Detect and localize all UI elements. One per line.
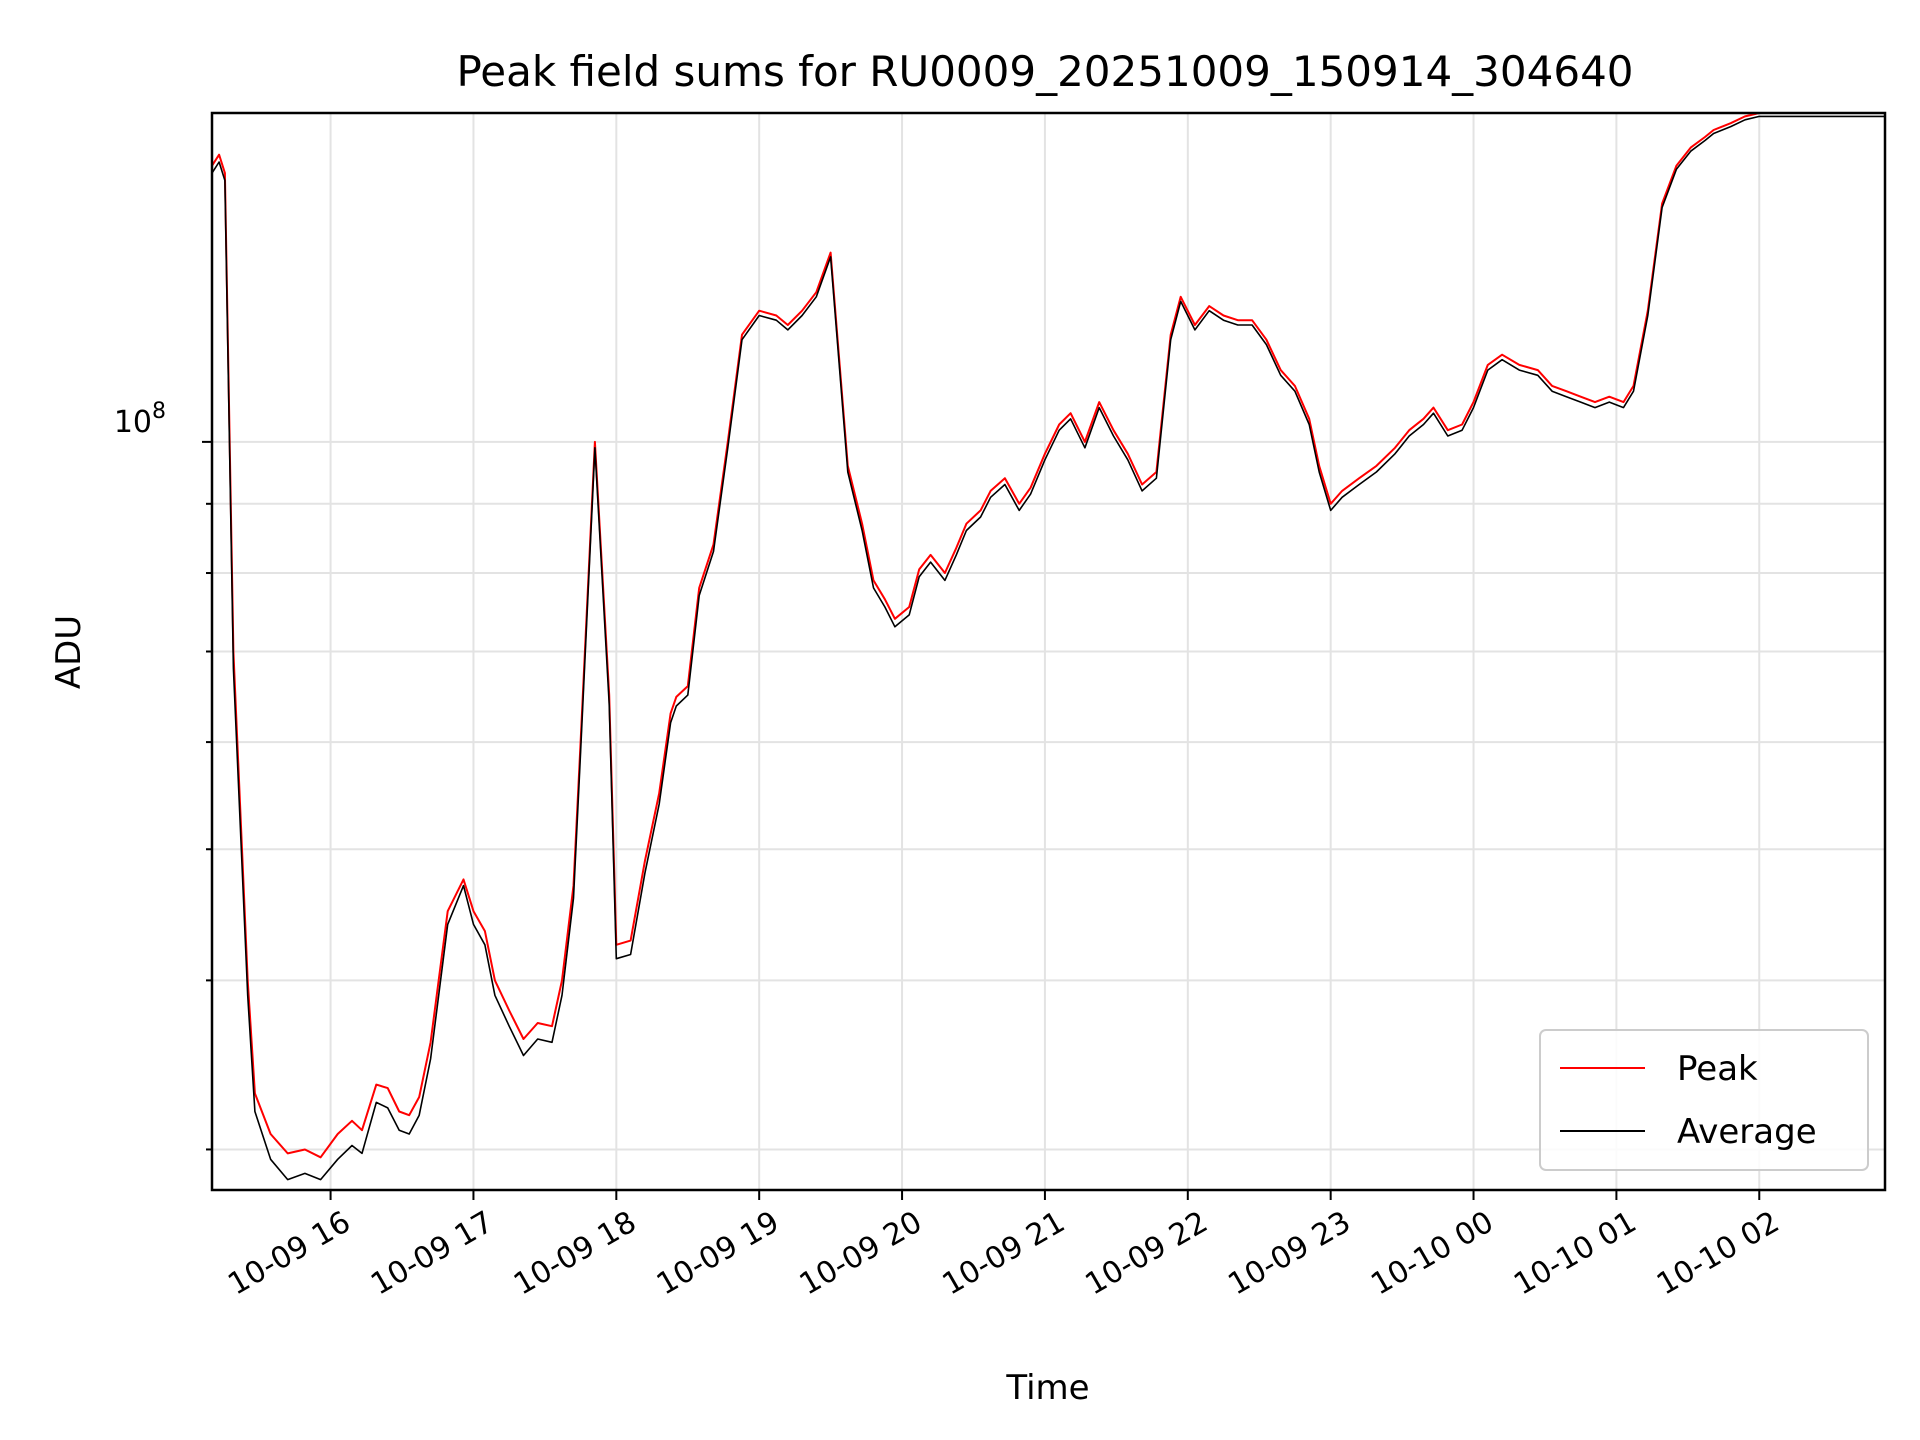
x-tick-label: 10-10 01: [1508, 1205, 1642, 1303]
legend-average-label: Average: [1677, 1112, 1817, 1152]
legend: Peak Average: [1539, 1029, 1869, 1171]
x-tick-label: 10-09 16: [222, 1205, 356, 1303]
x-tick-label: 10-09 18: [508, 1205, 642, 1303]
series-line-average: [211, 115, 1885, 1181]
x-tick-label: 10-09 17: [365, 1205, 499, 1303]
legend-peak-label: Peak: [1677, 1049, 1758, 1089]
x-tick-label: 10-10 02: [1651, 1205, 1785, 1303]
chart-title: Peak field sums for RU0009_20251009_1509…: [456, 47, 1633, 96]
x-tick-label: 10-10 00: [1365, 1205, 1499, 1303]
y-tick-base: 10: [114, 405, 152, 440]
x-tick-label: 10-09 20: [794, 1205, 928, 1303]
legend-box: [1539, 1029, 1869, 1171]
series-line-peak: [211, 112, 1885, 1159]
series-layer: [211, 112, 1885, 1181]
y-axis-label: ADU: [49, 615, 89, 689]
ticks: 10-09 16 10-09 17 10-09 18 10-09 19 10-09 20…: [202, 440, 1785, 1303]
x-axis-label: Time: [1005, 1368, 1089, 1408]
y-major-tick-label: 108: [114, 399, 166, 440]
x-tick-label: 10-09 19: [651, 1205, 785, 1303]
x-tick-label: 10-09 22: [1079, 1205, 1213, 1303]
grid: [212, 113, 1885, 1190]
x-tick-label: 10-09 21: [937, 1205, 1071, 1303]
x-tick-label: 10-09 23: [1222, 1205, 1356, 1303]
y-tick-exponent: 8: [152, 399, 166, 424]
svg-text:108: 108: [114, 399, 166, 440]
